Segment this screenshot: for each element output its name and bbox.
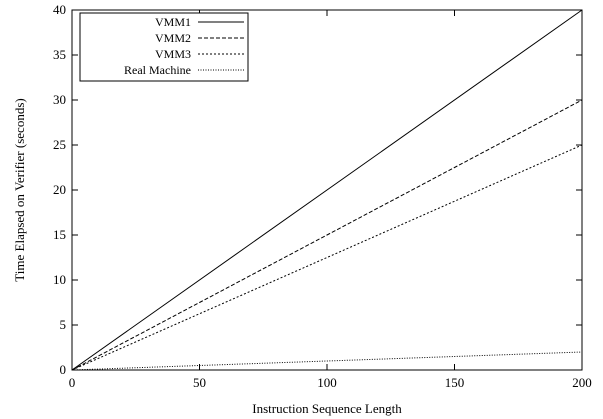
y-tick-label: 30: [53, 92, 66, 107]
legend: VMM1 VMM2 VMM3 Real Machine: [79, 12, 249, 82]
series-line-real-machine: [71, 351, 583, 371]
y-tick-label: 0: [60, 362, 67, 377]
axis-ticks: 0 50 100 150 200 0 5 10 15 20 25 30 35 40: [53, 2, 592, 390]
y-tick-label: 10: [53, 272, 66, 287]
y-tick-label: 20: [53, 182, 66, 197]
y-tick-label: 25: [53, 137, 66, 152]
x-axis-title: Instruction Sequence Length: [252, 401, 402, 416]
series-lines: [71, 9, 583, 371]
y-tick-label: 40: [53, 2, 66, 17]
x-tick-label: 200: [572, 375, 592, 390]
x-tick-label: 100: [317, 375, 337, 390]
legend-label-vmm3: VMM3: [155, 47, 191, 61]
series-line-vmm3: [71, 144, 583, 371]
x-tick-label: 150: [445, 375, 465, 390]
x-tick-label: 0: [69, 375, 76, 390]
series-line-vmm2: [71, 99, 583, 371]
legend-label-vmm2: VMM2: [155, 31, 191, 45]
legend-label-real-machine: Real Machine: [124, 63, 191, 77]
legend-box: [79, 12, 249, 82]
y-tick-label: 35: [53, 47, 66, 62]
legend-label-vmm1: VMM1: [155, 15, 191, 29]
x-tick-label: 50: [193, 375, 206, 390]
y-axis-title: Time Elapsed on Verifier (seconds): [12, 98, 27, 281]
series-line-vmm1: [71, 9, 583, 371]
y-tick-label: 15: [53, 227, 66, 242]
y-tick-label: 5: [60, 317, 67, 332]
